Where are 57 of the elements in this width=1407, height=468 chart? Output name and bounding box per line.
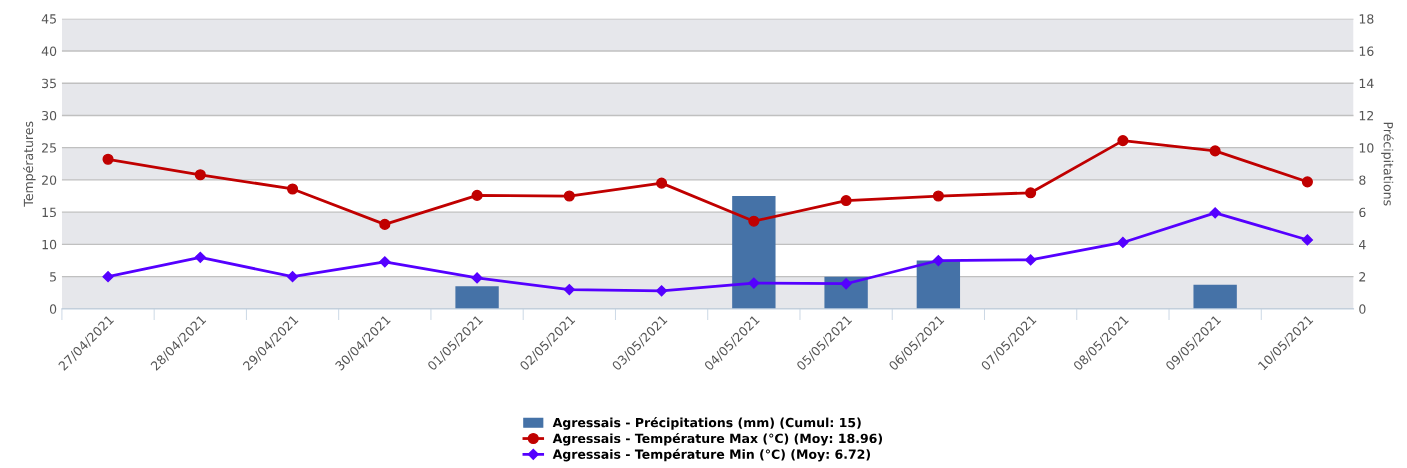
legend-label: Agressais - Température Max (°C) (Moy: 18.96) <box>552 432 883 446</box>
y-tick-label: 25 <box>42 143 56 153</box>
point <box>1117 135 1129 147</box>
point <box>286 271 299 283</box>
point <box>932 254 944 267</box>
point <box>748 277 760 289</box>
bar <box>916 260 961 309</box>
y-tick-label: 30 <box>42 110 57 121</box>
point <box>1025 254 1037 266</box>
point <box>102 271 114 283</box>
point <box>1209 207 1221 219</box>
point <box>840 278 852 290</box>
y-axis-title: Températures <box>22 121 36 207</box>
y-tick-label: 15 <box>42 207 56 218</box>
y-tick-label: 0 <box>49 304 57 314</box>
point <box>1025 187 1037 199</box>
bar <box>455 286 499 309</box>
y-tick-label: 5 <box>50 272 56 282</box>
y-tick-label: 10 <box>42 239 57 250</box>
y2-tick-label: 16 <box>1359 46 1374 56</box>
y2-tick-label: 6 <box>1359 207 1366 218</box>
y-tick-label: 35 <box>42 78 56 89</box>
y2-tick-label: 0 <box>1359 304 1366 314</box>
y-tick-label: 45 <box>41 14 56 24</box>
y2-tick-label: 12 <box>1359 110 1374 121</box>
point <box>1301 176 1313 188</box>
point <box>379 256 391 268</box>
y2-tick-label: 18 <box>1359 14 1374 24</box>
point <box>563 190 575 202</box>
y-tick-label: 20 <box>42 175 57 185</box>
legend-label: Agressais - Précipitations (mm) (Cumul: 15) <box>552 417 861 430</box>
y2-tick-label: 14 <box>1359 78 1374 88</box>
point <box>471 272 483 284</box>
y2-axis-title: Précipitations <box>1381 122 1394 206</box>
point <box>840 194 852 207</box>
bar <box>1193 284 1237 309</box>
bar <box>732 196 776 309</box>
point <box>286 183 299 195</box>
point <box>656 177 668 189</box>
point <box>102 153 114 165</box>
point <box>379 218 391 230</box>
point <box>563 283 575 296</box>
point <box>1117 236 1129 249</box>
y2-tick-label: 8 <box>1359 175 1366 185</box>
point <box>1301 234 1314 246</box>
y2-tick-label: 4 <box>1359 240 1366 250</box>
y-tick-label: 40 <box>41 46 57 56</box>
point <box>471 189 483 201</box>
point <box>194 169 206 181</box>
legend-label: Agressais - Température Min (°C) (Moy: 6.72) <box>552 448 871 462</box>
point <box>932 190 944 202</box>
point <box>194 251 206 263</box>
point <box>655 285 668 297</box>
point <box>748 215 760 227</box>
y2-tick-label: 2 <box>1359 272 1366 282</box>
y2-tick-label: 10 <box>1359 143 1374 153</box>
point <box>1209 145 1221 157</box>
